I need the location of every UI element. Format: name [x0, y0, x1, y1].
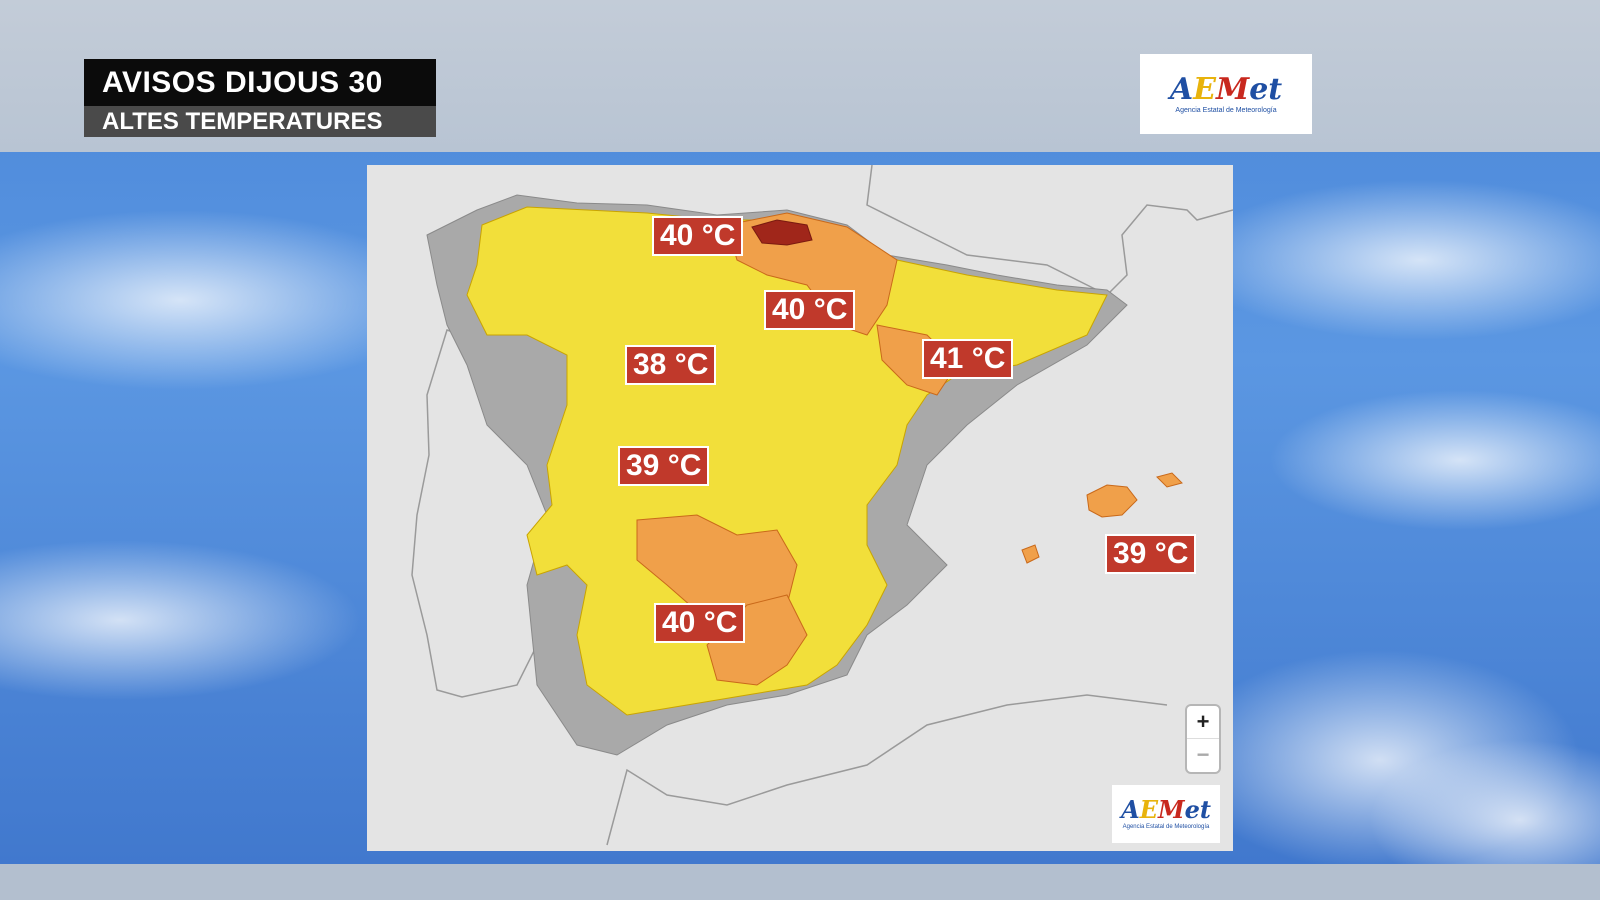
warning-map[interactable] [367, 165, 1233, 851]
aemet-map-logo-tagline: Agencia Estatal de Meteorología [1122, 824, 1210, 830]
temp-label-madrid-west: 39 °C [618, 446, 710, 486]
africa-outline [606, 694, 1168, 846]
zoom-control: + − [1187, 706, 1219, 772]
temp-label-baleares: 39 °C [1105, 534, 1197, 574]
menorca [1156, 472, 1183, 488]
aemet-logo-tagline: Agencia Estatal de Meteorología [1175, 106, 1277, 114]
spain-map [411, 165, 1233, 846]
zoom-in-button[interactable]: + [1196, 709, 1210, 734]
france-outline [866, 165, 1233, 296]
temp-label-navarra: 40 °C [764, 290, 856, 330]
footer-band [0, 864, 1600, 900]
red-warning-zone [751, 219, 813, 246]
mallorca [1086, 484, 1138, 518]
aemet-logo: AEMet Agencia Estatal de Meteorología [1140, 54, 1312, 134]
aemet-logo-mark: AEMet [1169, 71, 1283, 107]
title-sub: ALTES TEMPERATURES [84, 106, 436, 137]
aemet-map-logo: AEMet Agencia Estatal de Meteorología [1112, 785, 1220, 843]
temp-label-cantabria: 40 °C [652, 216, 744, 256]
orange-south-zone [706, 594, 808, 686]
title-block: AVISOS DIJOUS 30 ALTES TEMPERATURES [84, 59, 436, 137]
temp-label-zaragoza: 41 °C [922, 339, 1014, 379]
zoom-out-button[interactable]: − [1187, 738, 1219, 771]
aemet-map-logo-mark: AEMet [1121, 795, 1211, 824]
temp-label-castilla-leon: 38 °C [625, 345, 717, 385]
title-main: AVISOS DIJOUS 30 [84, 59, 436, 106]
ibiza [1021, 544, 1040, 564]
temp-label-andalucia: 40 °C [654, 603, 746, 643]
